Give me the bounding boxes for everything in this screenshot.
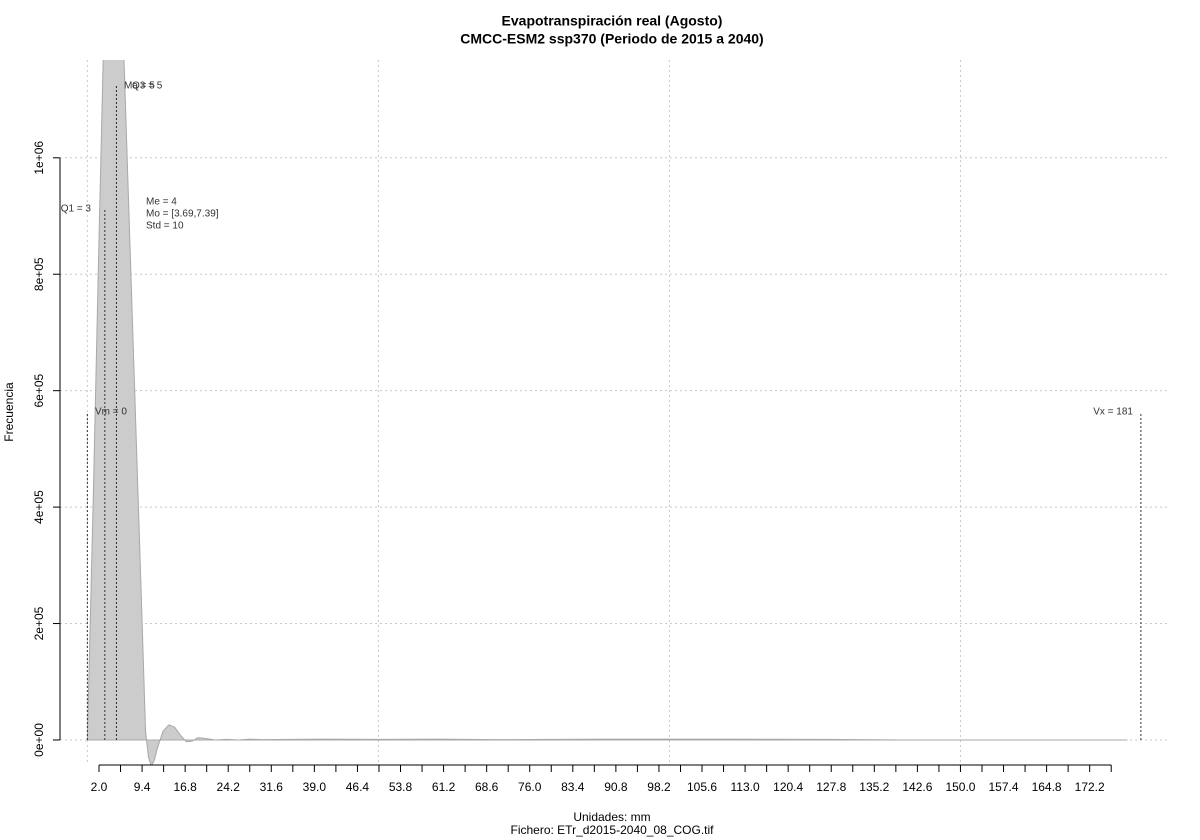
x-tick-label: 105.6 <box>687 780 717 794</box>
y-axis-label: Frecuencia <box>2 382 16 442</box>
x-tick-label: 113.0 <box>731 780 760 794</box>
x-tick-label: 2.0 <box>91 780 108 794</box>
x-tick-label: 46.4 <box>346 780 370 794</box>
y-tick-label: 6e+05 <box>32 373 46 407</box>
stat-label: Vx = 181 <box>1093 407 1133 418</box>
x-tick-label: 16.8 <box>173 780 197 794</box>
x-tick-label: 164.8 <box>1032 780 1062 794</box>
x-tick-label: 135.2 <box>859 780 889 794</box>
x-tick-label: 24.2 <box>217 780 241 794</box>
chart-title: Evapotranspiración real (Agosto) <box>502 13 723 29</box>
y-tick-label: 8e+05 <box>32 257 46 291</box>
stat-text: Std = 10 <box>146 221 184 232</box>
x-tick-label: 39.0 <box>303 780 327 794</box>
chart-subtitle: CMCC-ESM2 ssp370 (Periodo de 2015 a 2040… <box>460 31 763 47</box>
x-tick-label: 172.2 <box>1075 780 1105 794</box>
x-tick-label: 90.8 <box>604 780 628 794</box>
plot-area <box>60 60 1170 765</box>
x-axis-label: Unidades: mm <box>573 810 650 824</box>
stat-label: Q3 = 5 <box>132 81 163 92</box>
stat-label: Q1 = 3 <box>61 204 92 215</box>
x-tick-label: 127.8 <box>816 780 846 794</box>
x-tick-label: 68.6 <box>475 780 499 794</box>
x-tick-label: 76.0 <box>518 780 542 794</box>
x-tick-label: 53.8 <box>389 780 413 794</box>
x-tick-label: 150.0 <box>945 780 975 794</box>
x-tick-label: 142.6 <box>902 780 932 794</box>
x-tick-label: 157.4 <box>989 780 1019 794</box>
y-tick-label: 2e+05 <box>32 606 46 640</box>
x-tick-label: 9.4 <box>134 780 151 794</box>
stat-text: Mo = [3.69,7.39] <box>146 209 219 220</box>
x-tick-label: 120.4 <box>773 780 803 794</box>
x-tick-label: 61.2 <box>432 780 456 794</box>
stat-label: Vm = 0 <box>95 407 127 418</box>
x-tick-label: 98.2 <box>647 780 671 794</box>
y-tick-label: 4e+05 <box>32 490 46 524</box>
x-tick-label: 31.6 <box>260 780 284 794</box>
caption: Fichero: ETr_d2015-2040_08_COG.tif <box>511 823 715 837</box>
y-tick-label: 1e+06 <box>32 141 46 175</box>
y-tick-label: 0e+00 <box>32 723 46 757</box>
x-tick-label: 83.4 <box>561 780 585 794</box>
density-area <box>86 60 1128 765</box>
stat-text: Me = 4 <box>146 197 177 208</box>
stat-label: Ma = 5 <box>124 81 155 92</box>
